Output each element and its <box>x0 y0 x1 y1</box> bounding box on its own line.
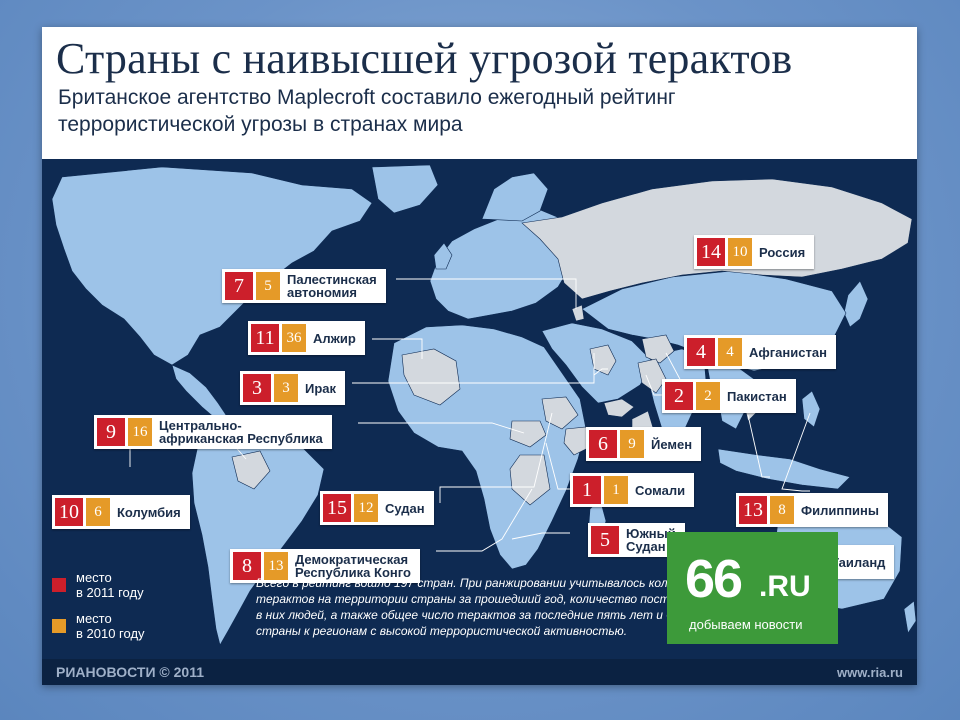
country-name: Демократическая Республика Конго <box>291 553 417 579</box>
country-name: Афганистан <box>749 344 827 360</box>
country-card-somalia: 1 1 Сомали <box>570 473 695 507</box>
rank-2011: 11 <box>251 324 279 352</box>
watermark-slogan: добываем новости <box>689 617 803 632</box>
ria-novosti-logo: РИАНОВОСТИ © 2011 <box>56 664 205 680</box>
country-name: Таиланд <box>831 554 886 570</box>
subtitle-line-2: террористической угрозы в странах мира <box>58 113 463 136</box>
country-card-russia: 14 10 Россия <box>694 235 815 269</box>
rank-2010: 3 <box>274 374 298 402</box>
66ru-watermark: 66 .RU добываем новости <box>667 532 838 644</box>
rank-2010: 36 <box>282 324 306 352</box>
country-name-line-2: Судан <box>626 539 666 554</box>
country-name: Ирак <box>305 380 337 396</box>
rank-2011: 15 <box>323 494 351 522</box>
country-name: Судан <box>385 500 425 516</box>
country-name-line-2: автономия <box>287 285 358 300</box>
country-name: Филиппины <box>801 502 879 518</box>
watermark-number: 66 <box>685 549 743 609</box>
country-card-drc: 8 13 Демократическая Республика Конго <box>230 549 420 583</box>
country-name: Йемен <box>651 436 693 452</box>
country-card-iraq: 3 3 Ирак <box>240 371 346 405</box>
rank-2011: 7 <box>225 272 253 300</box>
country-name: Алжир <box>313 330 356 346</box>
rank-2010: 16 <box>128 418 152 446</box>
rank-2011: 13 <box>739 496 767 524</box>
rank-2010: 4 <box>718 338 742 366</box>
legend-2010-line-1: место <box>76 611 112 626</box>
country-name-line-1: Центрально- <box>159 418 242 433</box>
country-name: Колумбия <box>117 504 181 520</box>
rank-2011: 4 <box>687 338 715 366</box>
country-card-yemen: 6 9 Йемен <box>586 427 702 461</box>
country-card-colombia: 10 6 Колумбия <box>52 495 190 529</box>
country-name-line-2: африканская Республика <box>159 431 323 446</box>
country-card-car: 9 16 Центрально- африканская Республика <box>94 415 332 449</box>
country-name: Южный Судан <box>622 527 682 553</box>
rank-2010: 10 <box>728 238 752 266</box>
country-card-algeria: 11 36 Алжир <box>248 321 365 355</box>
rank-2010: 8 <box>770 496 794 524</box>
rank-2011: 5 <box>591 526 619 554</box>
rank-2011: 2 <box>665 382 693 410</box>
country-name: Палестинская автономия <box>283 273 383 299</box>
footer: РИАНОВОСТИ © 2011 www.ria.ru <box>42 659 917 685</box>
country-card-palestine: 7 5 Палестинская автономия <box>222 269 386 303</box>
methodology-note: Всего в рейтинг вошло 197 стран. При ран… <box>256 576 726 638</box>
rank-2011: 14 <box>697 238 725 266</box>
ria-url: www.ria.ru <box>837 665 903 680</box>
watermark-domain: .RU <box>759 570 811 603</box>
legend-swatch-red <box>52 578 66 592</box>
legend-2011-line-2: в 2011 году <box>76 585 144 600</box>
country-card-sudan: 15 12 Судан <box>320 491 434 525</box>
rank-2010: 13 <box>264 552 288 580</box>
page-title: Страны с наивысшей угрозой терактов <box>56 34 793 83</box>
rank-2010: 6 <box>86 498 110 526</box>
country-name: Центрально- африканская Республика <box>155 419 329 445</box>
page-subtitle: Британское агентство Maplecroft составил… <box>58 84 818 138</box>
country-name-line-2: Республика Конго <box>295 565 411 580</box>
country-name: Сомали <box>635 482 686 498</box>
subtitle-line-1: Британское агентство Maplecroft составил… <box>58 86 676 109</box>
rank-2010: 12 <box>354 494 378 522</box>
rank-2011: 9 <box>97 418 125 446</box>
country-card-philippines: 13 8 Филиппины <box>736 493 888 527</box>
rank-2011: 3 <box>243 374 271 402</box>
header: Страны с наивысшей угрозой терактов Брит… <box>42 27 917 159</box>
rank-2010: 5 <box>256 272 280 300</box>
legend-2011-line-1: место <box>76 570 112 585</box>
country-card-pakistan: 2 2 Пакистан <box>662 379 796 413</box>
infographic: Страны с наивысшей угрозой терактов Брит… <box>42 27 917 685</box>
rank-2011: 8 <box>233 552 261 580</box>
rank-2010: 1 <box>604 476 628 504</box>
rank-2010: 9 <box>620 430 644 458</box>
rank-2011: 10 <box>55 498 83 526</box>
country-name: Пакистан <box>727 388 787 404</box>
rank-2010: 2 <box>696 382 720 410</box>
country-name-line-1: Южный <box>626 526 676 541</box>
country-name-line-1: Палестинская <box>287 272 377 287</box>
country-name-line-1: Демократическая <box>295 552 409 567</box>
legend-swatch-orange <box>52 619 66 633</box>
rank-2011: 6 <box>589 430 617 458</box>
world-map: 7 5 Палестинская автономия 11 36 Алжир 3… <box>42 159 917 659</box>
country-card-afghanistan: 4 4 Афганистан <box>684 335 836 369</box>
legend-2010-line-2: в 2010 году <box>76 626 145 641</box>
country-name: Россия <box>759 244 806 260</box>
rank-2011: 1 <box>573 476 601 504</box>
